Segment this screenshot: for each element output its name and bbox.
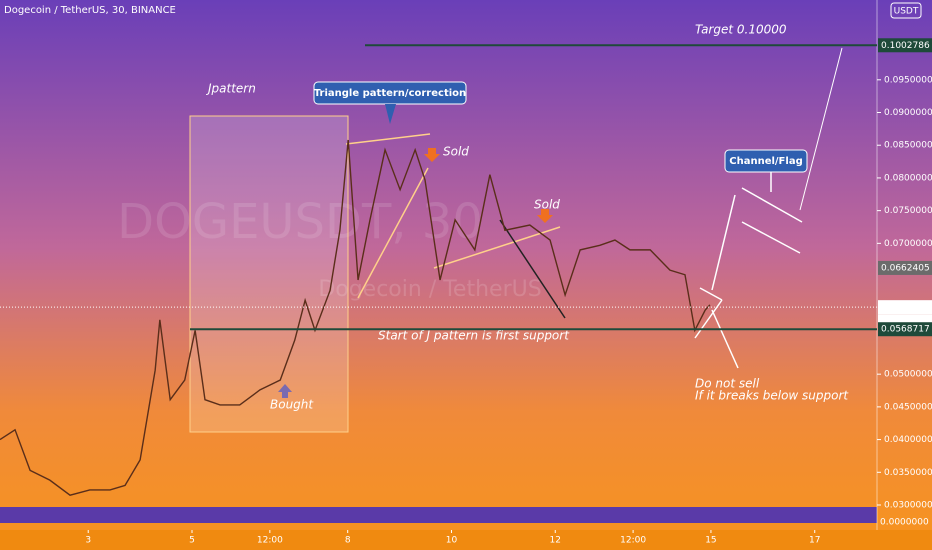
y-tick-label: 0.0350000 [884,468,932,478]
x-tick-label: 15 [705,536,716,546]
sold-label: Sold [443,145,469,159]
y-tick-label: 0.0300000 [884,501,932,511]
y-tick-label: 0.0850000 [884,141,932,151]
support-label: Start of J pattern is first support [378,329,570,343]
channel-callout [724,149,808,173]
y-tick-label: 0.0750000 [884,206,932,216]
y-tick-label: 0.0400000 [884,435,932,445]
jpattern-label: Jpattern [206,82,256,96]
callout-tail [385,104,396,124]
x-tick-label: 12:00 [257,536,283,546]
price-label: 0.0602440 [881,303,930,313]
countdown: 10:31 [892,317,918,327]
drawings [278,47,843,398]
price-line [0,139,711,496]
price-label: 0.0662405 [881,263,930,273]
watermark-sub: Dogecoin / TetherUS [318,277,541,302]
y-tick-label: 0.0450000 [884,402,932,412]
chart-title: Dogecoin / TetherUS, 30, BINANCE [4,5,176,16]
triangle-label: Triangle pattern/correction [314,88,466,99]
x-axis-bar [0,530,932,550]
watermark: DOGEUSDT, 30 [117,194,483,250]
currency[interactable]: USDT [894,7,919,17]
price-label-box [878,300,932,315]
price-label-box [878,38,932,53]
x-tick-label: 12:00 [620,536,646,546]
j-pattern-box [189,115,349,433]
y-tick-label: 0.0900000 [884,108,932,118]
price-label-box [878,260,932,275]
target-label: Target 0.10000 [695,23,787,37]
volume-band [0,507,877,523]
y-tick-label: 0.0700000 [884,239,932,249]
y-tick-label: 0.0950000 [884,75,932,85]
y-tick-label: 0.0800000 [884,173,932,183]
x-tick-label: 3 [85,536,91,546]
warning-label: Do not sell [695,377,760,391]
price-label: 0.0568717 [881,325,930,335]
sold-label: Sold [534,198,560,212]
price-label-box [878,322,932,337]
warning-label: If it breaks below support [695,389,849,403]
x-tick-label: 17 [809,536,820,546]
price-label: 0.1002786 [881,41,930,51]
x-tick-label: 8 [345,536,351,546]
volume-scale-label: 0.0000000 [880,518,929,528]
x-tick-label: 5 [189,536,195,546]
bought-label: Bought [270,398,314,412]
y-tick-label: 0.0500000 [884,370,932,380]
x-tick-label: 12 [550,536,561,546]
channel-label: Channel/Flag [729,156,802,167]
x-tick-label: 10 [446,536,458,546]
currency-button[interactable] [890,2,922,19]
